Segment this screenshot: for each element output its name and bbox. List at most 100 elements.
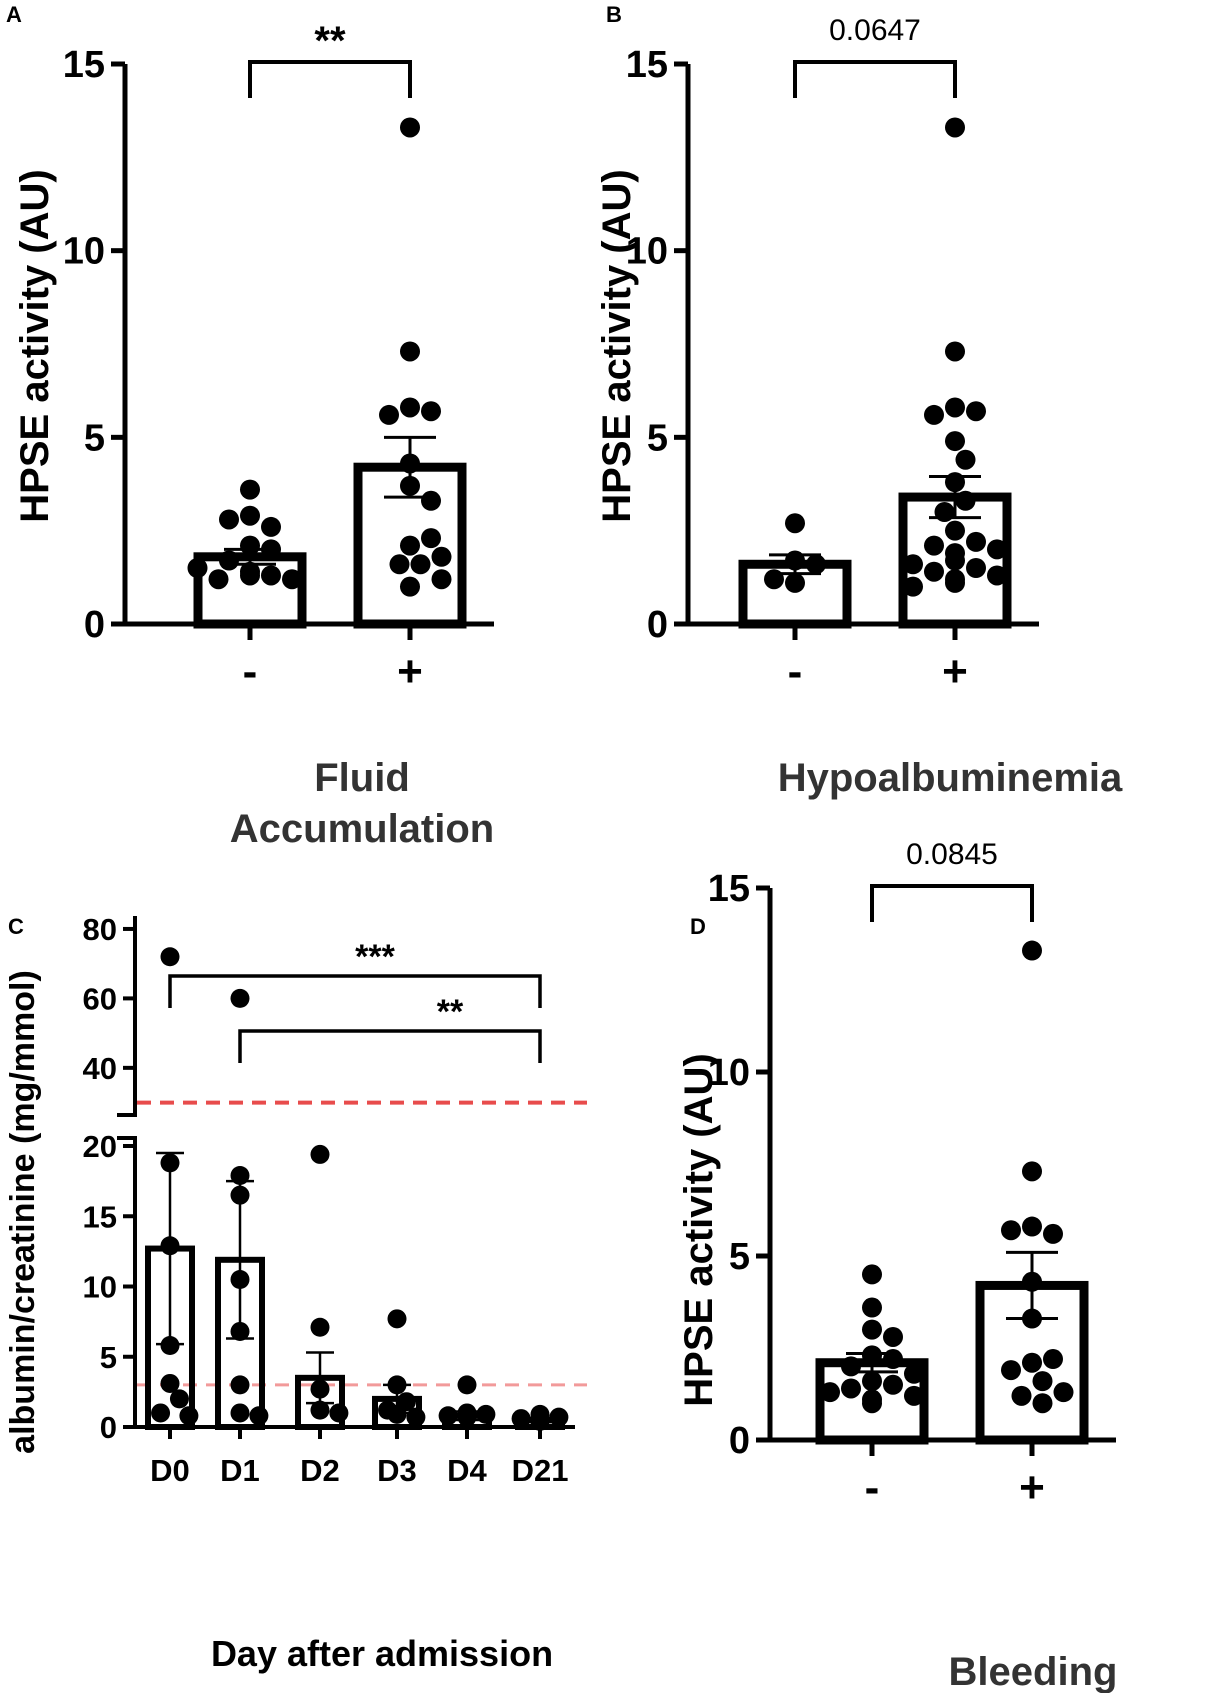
panel-d-category-label-0: - <box>865 1463 880 1512</box>
panel-letter-d: D <box>690 914 706 939</box>
panel-b-point-1-0 <box>945 117 965 138</box>
panel-c-point-3-0 <box>387 1309 407 1329</box>
panel-b-point-1-1 <box>945 341 965 362</box>
panel-d-xlabel: Bleeding <box>949 1650 1118 1693</box>
panel-d-point-1-1 <box>1022 1161 1042 1182</box>
panel-b-ytick-label-0: 0 <box>647 604 668 646</box>
panel-d-point-0-9 <box>883 1374 903 1395</box>
panel-b-point-1-10 <box>945 520 965 541</box>
panel-a-point-1-2 <box>400 397 420 418</box>
panel-c-ytick-label-20: 20 <box>83 1129 117 1164</box>
panel-b-point-1-11 <box>966 531 986 552</box>
panel-d-point-1-3 <box>1043 1223 1063 1244</box>
panel-c-point-2-3 <box>310 1400 330 1420</box>
panel-d-point-0-0 <box>862 1264 882 1285</box>
panel-c-point-3-4 <box>387 1404 407 1424</box>
panel-c-point-0-3 <box>160 1336 180 1356</box>
panel-a-point-0-6 <box>219 550 239 571</box>
panel-c-xlabel: Day after admission <box>211 1633 553 1674</box>
panel-b: B HPSE activity (AU) Hypoalbuminemia 0 5 1… <box>595 2 1123 800</box>
panel-letter-a: A <box>6 2 22 27</box>
panel-d-point-0-11 <box>820 1382 840 1403</box>
panel-c: C albumin/creatinine (mg/mmol) Day after… <box>4 912 587 1674</box>
panel-b-point-1-12 <box>924 535 944 556</box>
panel-c-point-0-4 <box>160 1373 180 1393</box>
panel-a-xlabel-line-2: Accumulation <box>230 807 494 851</box>
panel-b-point-1-2 <box>945 397 965 418</box>
panel-c-ytick-label-60: 60 <box>83 981 117 1016</box>
panel-b-point-0-2 <box>806 554 826 575</box>
panel-a-significance-bracket <box>248 60 412 98</box>
panel-c-category-label-3: D3 <box>377 1453 417 1488</box>
panel-d-significance-bracket <box>870 884 1034 922</box>
panel-d-point-0-12 <box>904 1385 924 1406</box>
panel-d-ytick-label-0: 0 <box>729 1420 750 1462</box>
panel-d-category-label-1: + <box>1019 1463 1045 1512</box>
panel-d-point-0-7 <box>904 1363 924 1384</box>
panel-c-point-0-6 <box>151 1403 171 1423</box>
panel-a-point-0-0 <box>240 479 260 500</box>
panel-c-point-4-2 <box>476 1404 496 1424</box>
panel-c-category-label-1: D1 <box>220 1453 260 1488</box>
panel-b-point-0-3 <box>785 572 805 593</box>
panel-c-point-2-4 <box>329 1403 349 1423</box>
panel-b-point-1-5 <box>945 431 965 452</box>
panel-a-xlabel-line-1: Fluid <box>314 756 410 800</box>
panel-a-ytick-label-5: 5 <box>84 417 105 459</box>
panel-c-point-1-6 <box>230 1403 250 1423</box>
panel-b-significance-label: 0.0647 <box>829 14 921 47</box>
panel-d-point-1-0 <box>1022 940 1042 961</box>
panel-d-point-1-8 <box>1032 1371 1053 1392</box>
panel-a-point-0-12 <box>240 565 260 586</box>
panel-b-point-1-17 <box>987 565 1007 586</box>
panel-a: A HPSE activity (AU) Fluid Accumulation … <box>6 2 494 851</box>
panel-a-point-0-2 <box>261 516 281 537</box>
panel-c-point-2-1 <box>310 1317 330 1337</box>
panel-c-point-1-7 <box>249 1406 269 1426</box>
panel-d-point-1-9 <box>1011 1385 1032 1406</box>
panel-c-point-1-5 <box>230 1375 250 1395</box>
panel-c-point-4-0 <box>457 1375 477 1395</box>
panel-letter-c: C <box>8 914 24 939</box>
panel-d-point-1-7 <box>1022 1352 1042 1373</box>
panel-b-point-1-21 <box>903 554 923 575</box>
panel-a-point-1-9 <box>410 554 431 575</box>
panel-c-ytick-label-0: 0 <box>100 1410 117 1445</box>
panel-b-point-1-22 <box>945 543 965 564</box>
panel-d-point-1-12 <box>1053 1382 1074 1403</box>
panel-c-ylabel: albumin/creatinine (mg/mmol) <box>4 970 42 1454</box>
panel-c-category-label-0: D0 <box>150 1453 190 1488</box>
panel-a-significance-label: ** <box>314 19 346 63</box>
panel-d-point-0-10 <box>841 1378 861 1399</box>
panel-c-ytick-label-40: 40 <box>83 1051 117 1086</box>
panel-c-point-0-5 <box>169 1389 189 1409</box>
panel-c-category-label-4: D4 <box>447 1453 487 1488</box>
panel-a-point-1-8 <box>400 535 420 556</box>
panel-b-point-1-8 <box>955 490 976 511</box>
panel-d-significance-label: 0.0845 <box>906 838 998 871</box>
panel-a-point-1-3 <box>421 401 441 422</box>
panel-d-point-1-4 <box>1001 1220 1021 1241</box>
panel-a-point-0-9 <box>208 569 229 590</box>
panel-d-point-0-2 <box>862 1319 882 1340</box>
panel-d-point-0-1 <box>862 1297 882 1318</box>
panel-c-ytick-label-5: 5 <box>100 1340 117 1375</box>
panel-d-ytick-label-15: 15 <box>708 868 750 910</box>
panel-b-point-1-6 <box>955 449 976 470</box>
panel-c-category-label-5: D21 <box>512 1453 569 1488</box>
panel-a-point-1-11 <box>431 569 452 590</box>
panel-a-point-1-1 <box>400 341 420 362</box>
panel-b-ytick-label-5: 5 <box>647 417 668 459</box>
panel-b-significance-bracket <box>793 60 957 98</box>
panel-a-point-1-0 <box>400 117 420 138</box>
panel-c-category-label-2: D2 <box>300 1453 340 1488</box>
panel-a-point-1-13 <box>431 546 452 567</box>
panel-b-point-1-4 <box>924 404 944 425</box>
panel-b-point-1-20 <box>945 569 965 590</box>
panel-d-ytick-label-5: 5 <box>729 1236 750 1278</box>
panel-a-point-0-3 <box>219 509 239 530</box>
panel-d: D HPSE activity (AU) Bleeding 0 5 10 15 - +0.… <box>677 838 1117 1693</box>
panel-c-point-3-5 <box>406 1407 426 1427</box>
panel-c-ytick-label-10: 10 <box>83 1270 117 1305</box>
